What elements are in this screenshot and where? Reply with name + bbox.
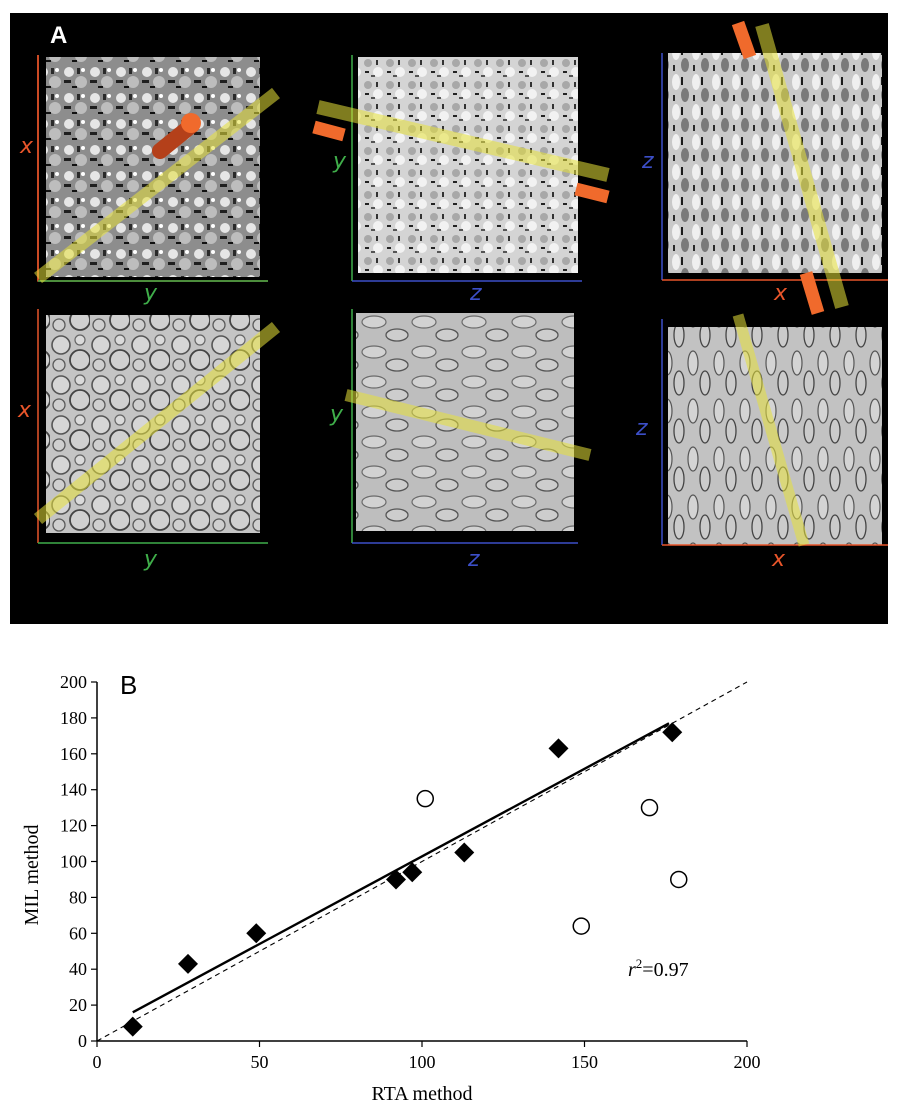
y-tick-label: 80	[69, 887, 87, 907]
y-tick-label: 120	[60, 816, 87, 836]
orientation-cylinder	[312, 120, 346, 142]
r-squared-exponent: 2	[636, 956, 643, 971]
y-tick-label: 0	[78, 1031, 87, 1051]
y-axis-title: MIL method	[21, 825, 43, 926]
panel-a-label: A	[50, 22, 67, 49]
open-circle-point	[416, 789, 434, 808]
filled-diamond-point	[662, 722, 683, 743]
axis-label-y: y	[329, 402, 344, 427]
x-tick-label: 200	[734, 1052, 761, 1072]
r-squared-symbol: r	[628, 959, 636, 981]
x-tick-label: 50	[251, 1052, 269, 1072]
y-tick-label: 100	[60, 852, 87, 872]
probe-line	[316, 100, 610, 182]
x-tick-label: 150	[571, 1052, 598, 1072]
filled-diamond-point	[122, 1016, 143, 1037]
axis-label-x: x	[19, 134, 34, 159]
axis-label-y: y	[143, 547, 158, 572]
axis-label-x: x	[773, 281, 788, 306]
probe-line	[34, 87, 280, 284]
filled-diamond-point	[178, 953, 198, 974]
filled-diamond-point	[454, 842, 475, 863]
y-tick-label: 60	[69, 923, 87, 943]
identity-line	[96, 681, 748, 1042]
r-squared-value: =0.97	[642, 959, 688, 981]
filled-diamond-point	[246, 923, 267, 944]
filled-diamond-point	[548, 738, 569, 759]
axis-label-z: z	[635, 416, 648, 441]
y-tick-label: 160	[60, 744, 87, 764]
chart-axes: 0 20 40 60 80 100 120 140 160 180 200 0 50 100 150 200	[60, 672, 761, 1072]
axis-label-z: z	[469, 281, 482, 306]
axis-label-y: y	[143, 281, 158, 306]
x-tick-label: 0	[93, 1052, 102, 1072]
cylinder-cap	[181, 113, 201, 133]
chart-marks	[122, 722, 688, 1037]
x-tick-label: 100	[409, 1052, 436, 1072]
probe-line	[33, 321, 281, 525]
regression-line	[132, 722, 670, 1014]
orientation-cylinder	[799, 271, 825, 315]
axis-label-y: y	[332, 149, 347, 174]
chart-lines	[96, 681, 748, 1042]
r-squared-annotation: r2=0.97	[628, 956, 689, 981]
filled-diamond-point	[402, 862, 423, 883]
axis-label-x: x	[17, 398, 32, 423]
open-circle-point	[572, 917, 590, 935]
orientation-cylinder	[574, 182, 610, 204]
x-axis-title: RTA method	[371, 1083, 472, 1104]
filled-diamond-point	[386, 869, 406, 890]
axis-label-x: x	[771, 547, 786, 572]
y-tick-label: 40	[69, 959, 87, 979]
axis-label-z: z	[641, 149, 654, 174]
probe-line	[344, 389, 592, 461]
panel-b-label: B	[120, 670, 137, 700]
axis-label-z: z	[467, 547, 480, 572]
panel-a-image: A x y y z z x x y	[10, 13, 888, 624]
probe-line	[732, 313, 810, 547]
panel-a-graphic: A x y y z z x x y	[17, 20, 888, 572]
orientation-cylinder	[731, 20, 757, 60]
open-circle-point	[640, 798, 659, 817]
y-tick-label: 200	[60, 672, 87, 692]
y-tick-label: 20	[69, 995, 87, 1015]
y-tick-label: 180	[60, 708, 87, 728]
y-tick-label: 140	[60, 780, 87, 800]
probe-line	[755, 23, 849, 309]
open-circle-point	[670, 870, 688, 889]
